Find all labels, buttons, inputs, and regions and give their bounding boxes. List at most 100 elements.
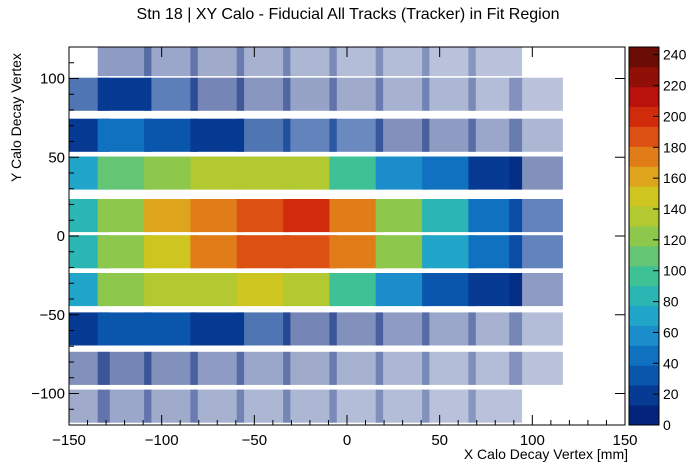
- color-scale-label: 60: [663, 324, 679, 340]
- heatmap-cell: [190, 47, 245, 77]
- heatmap-cell: [375, 156, 430, 190]
- heatmap-cell: [97, 273, 152, 307]
- heatmap-cell: [283, 273, 337, 307]
- heatmap-cell: [283, 118, 337, 152]
- heatmap-cell: [422, 156, 476, 190]
- heatmap-cell: [283, 389, 337, 423]
- color-scale-label: 20: [663, 386, 679, 402]
- heatmap-cell: [97, 47, 152, 77]
- color-scale-label: 180: [663, 139, 687, 155]
- heatmap-cell: [97, 77, 152, 111]
- y-tick-label: 100: [40, 71, 65, 88]
- y-tick-label: −100: [31, 386, 65, 403]
- heatmap-cell: [283, 235, 337, 269]
- y-axis: −100 −50 0 50 100: [31, 46, 625, 410]
- color-scale-segment: [629, 226, 659, 247]
- color-scale-segment: [629, 47, 659, 68]
- heatmap-cell: [468, 312, 523, 346]
- heatmap-cell: [236, 156, 291, 190]
- heatmap-cell: [329, 199, 384, 233]
- heatmap-cell: [190, 156, 245, 190]
- color-scale-segment: [629, 265, 659, 287]
- heatmap-cell: [509, 312, 563, 346]
- heatmap-cell: [468, 389, 523, 423]
- heatmap-cell: [144, 273, 198, 307]
- heatmap-cell: [190, 199, 245, 233]
- heatmap-cell: [283, 77, 337, 111]
- heatmap-cell: [190, 273, 245, 307]
- heatmap-cell: [144, 235, 198, 269]
- color-scale-segment: [629, 285, 659, 307]
- x-tick-label: 100: [520, 432, 545, 449]
- heatmap-cell: [468, 273, 523, 307]
- color-scale-segment: [629, 166, 659, 187]
- x-tick-label: 150: [612, 432, 637, 449]
- heatmap-cell: [329, 351, 384, 385]
- color-scale-label: 40: [663, 355, 679, 371]
- heatmap-cell: [283, 199, 337, 233]
- heatmap-cell: [422, 312, 476, 346]
- color-scale-label: 120: [663, 232, 687, 248]
- heatmap-cell: [144, 351, 198, 385]
- color-scale-segment: [629, 305, 659, 326]
- heatmap-cell: [375, 273, 430, 307]
- heatmap-cell: [375, 389, 430, 423]
- heatmap-cells: [69, 47, 563, 423]
- heatmap-cell: [283, 351, 337, 385]
- heatmap-cell: [236, 389, 291, 423]
- heatmap-cell: [422, 118, 476, 152]
- heatmap-cell: [283, 312, 337, 346]
- heatmap-cell: [190, 77, 245, 111]
- x-tick-label: −150: [52, 432, 86, 449]
- heatmap-cell: [97, 118, 152, 152]
- heatmap-cell: [97, 235, 152, 269]
- color-scale-segment: [629, 106, 659, 127]
- color-scale-label: 160: [663, 170, 687, 186]
- heatmap-cell: [144, 47, 198, 77]
- y-tick-label: 0: [57, 228, 65, 245]
- heatmap-cell: [329, 389, 384, 423]
- heatmap-cell: [190, 389, 245, 423]
- color-scale-bar: 0 20 40 60 80 100 120 140 160 180 200 220 240: [628, 46, 687, 433]
- heatmap-cell: [190, 118, 245, 152]
- heatmap-cell: [190, 312, 245, 346]
- heatmap-cell: [144, 312, 198, 346]
- heatmap-cell: [422, 77, 476, 111]
- color-scale-segment: [629, 66, 659, 88]
- heatmap-cell: [236, 235, 291, 269]
- heatmap-cell: [329, 273, 384, 307]
- heatmap-cell: [329, 47, 384, 77]
- color-scale-label: 240: [663, 47, 687, 63]
- color-scale-segment: [629, 86, 659, 108]
- color-scale-label: 220: [663, 78, 687, 94]
- heatmap-cell: [509, 273, 563, 307]
- x-axis-label: X Calo Decay Vertex [mm]: [463, 446, 628, 462]
- heatmap-cell: [236, 199, 291, 233]
- x-tick-label: 50: [431, 432, 448, 449]
- heatmap-cell: [509, 199, 563, 233]
- color-scale-segment: [629, 186, 659, 207]
- x-axis: −150 −100 −50 0 50 100 150: [52, 47, 638, 449]
- heatmap-cell: [329, 312, 384, 346]
- heatmap-cell: [144, 389, 198, 423]
- heatmap-cell: [144, 118, 198, 152]
- heatmap-cell: [144, 156, 198, 190]
- heatmap-cell: [375, 235, 430, 269]
- heatmap-cell: [375, 77, 430, 111]
- color-scale-label: 100: [663, 263, 687, 279]
- y-tick-label: −50: [40, 307, 65, 324]
- color-scale-segment: [629, 206, 659, 227]
- color-scale-segment: [629, 345, 659, 366]
- heatmap-cell: [329, 77, 384, 111]
- heatmap-cell: [375, 47, 430, 77]
- heatmap-cell: [422, 351, 476, 385]
- heatmap-cell: [97, 199, 152, 233]
- heatmap-cell: [236, 312, 291, 346]
- heatmap-cell: [283, 47, 337, 77]
- color-scale-label: 80: [663, 294, 679, 310]
- heatmap-cell: [468, 77, 523, 111]
- heatmap-cell: [69, 389, 110, 423]
- x-tick-label: 0: [343, 432, 351, 449]
- heatmap-cell: [236, 118, 291, 152]
- heatmap-cell: [509, 156, 563, 190]
